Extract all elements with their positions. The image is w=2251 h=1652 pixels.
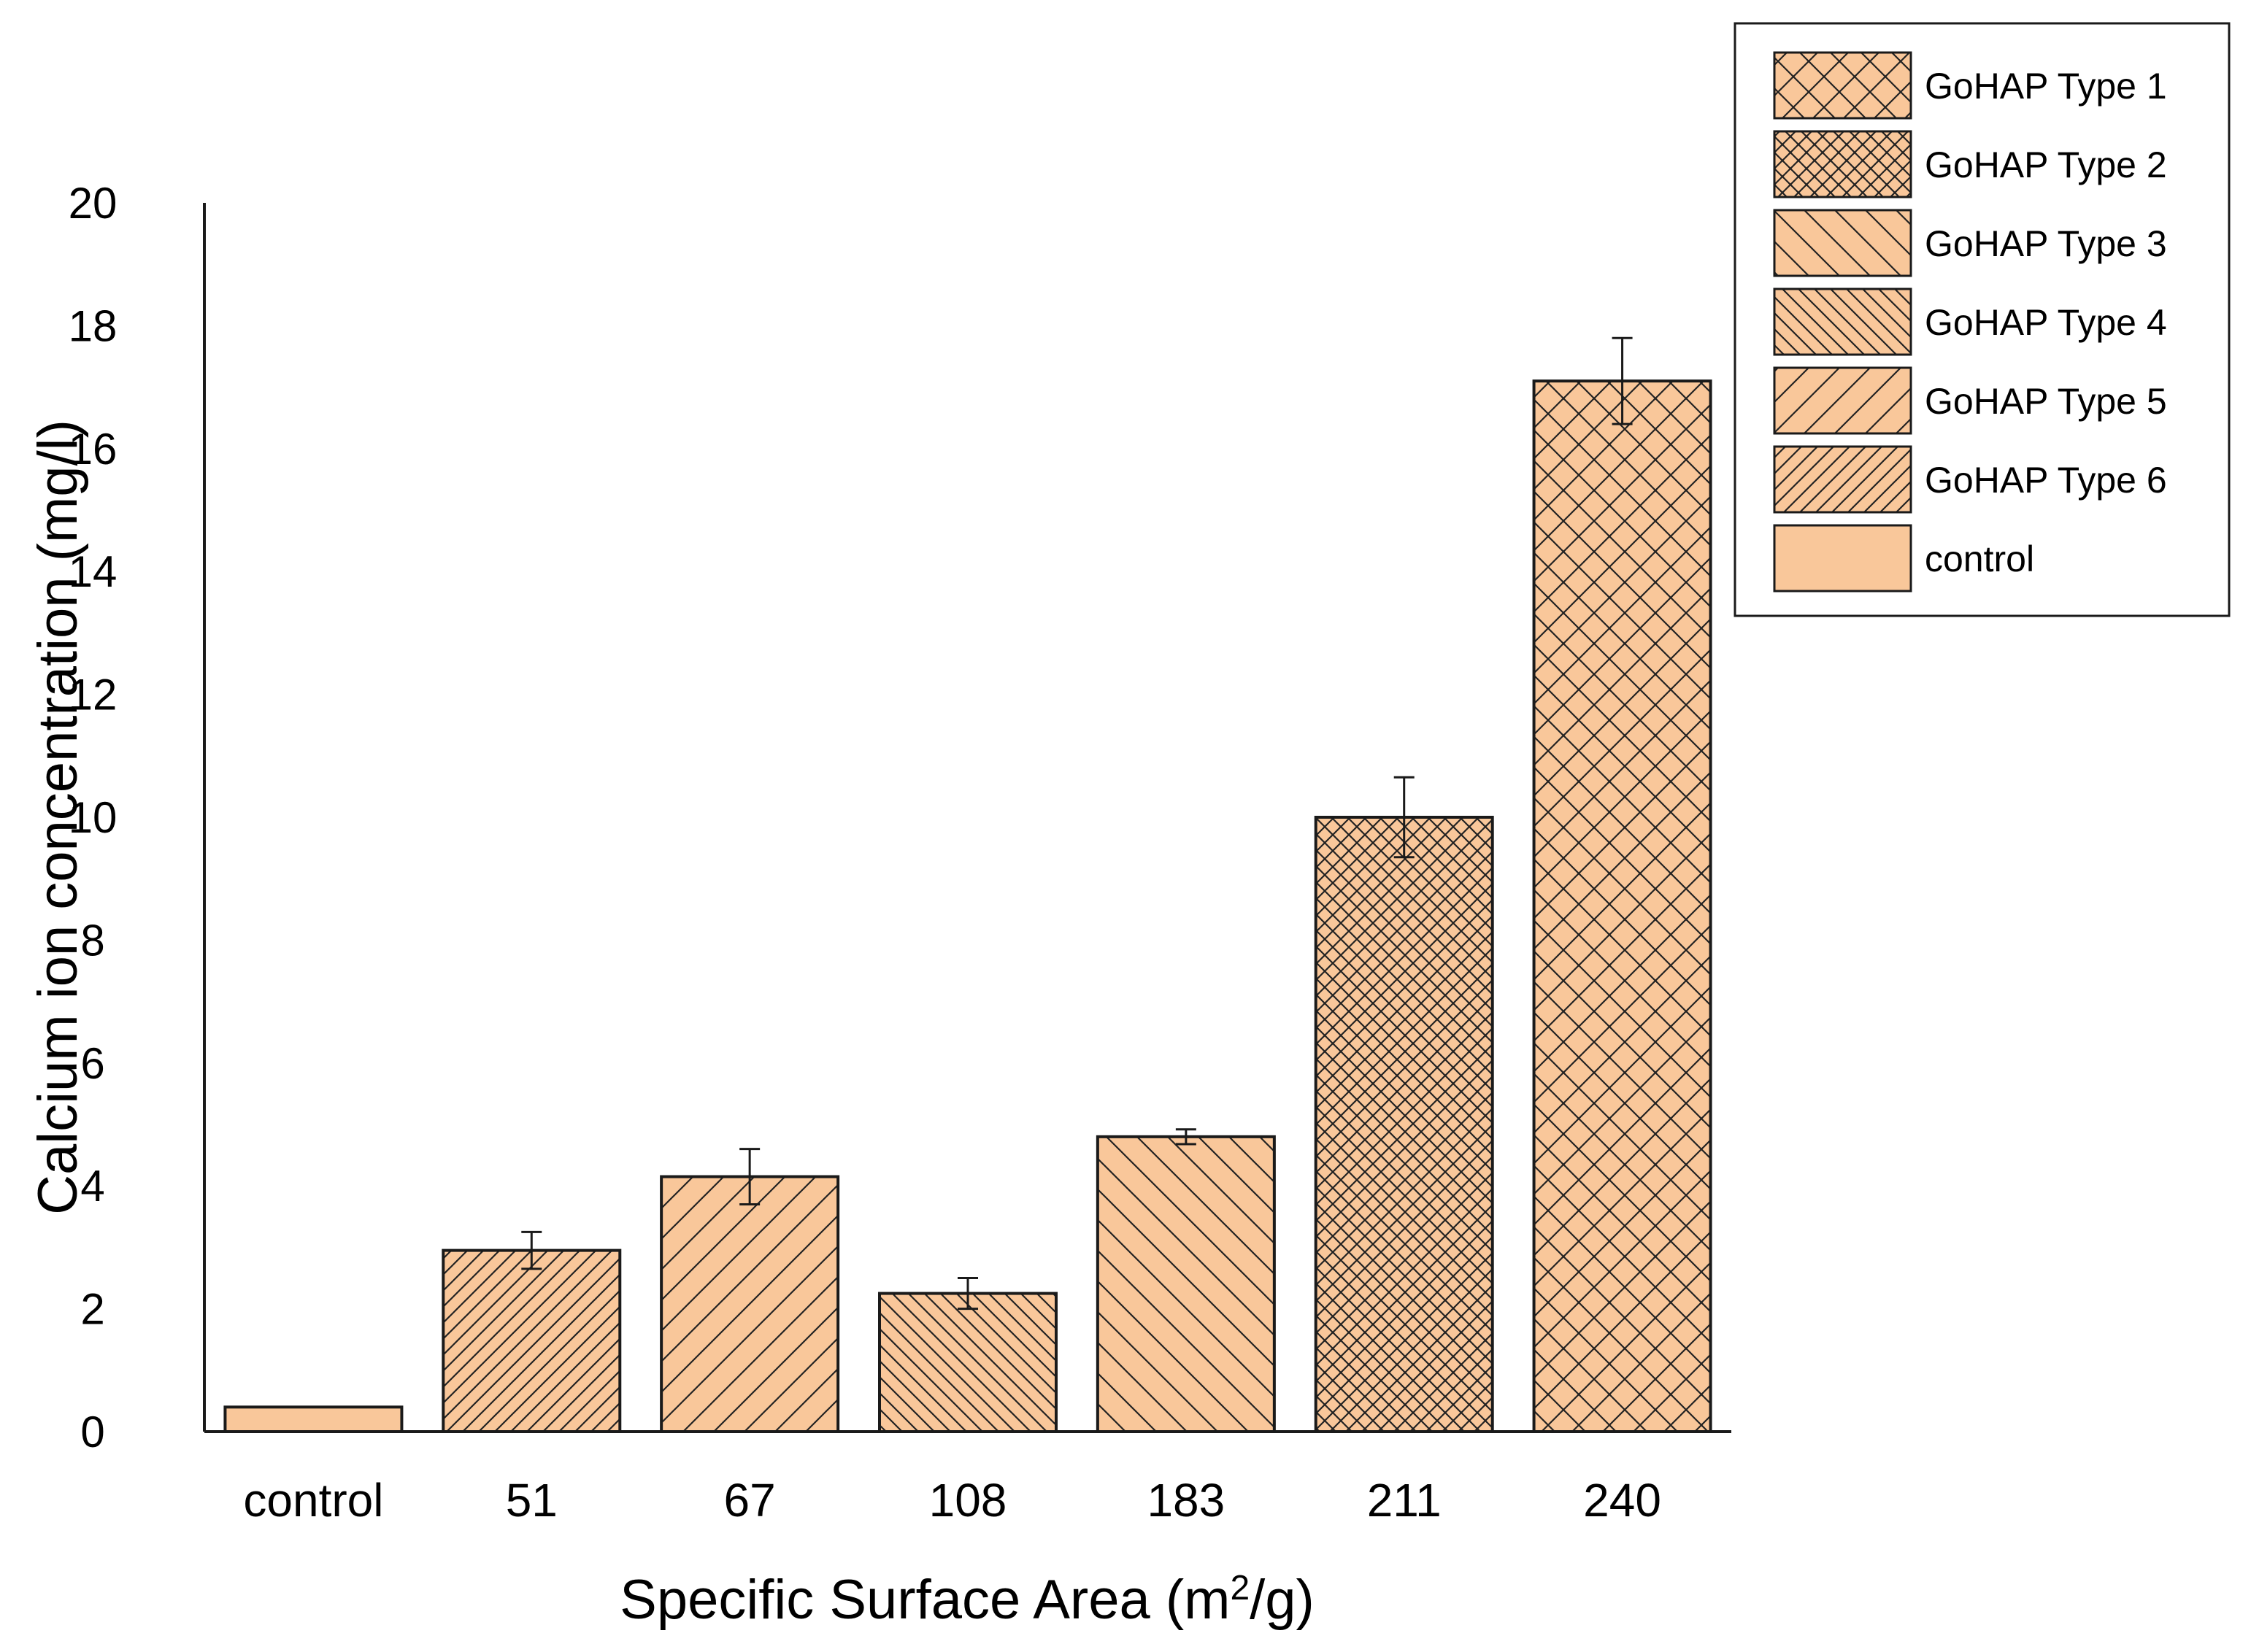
x-axis-title-tail: /g) bbox=[1250, 1569, 1315, 1631]
legend-label: GoHAP Type 4 bbox=[1925, 302, 2167, 343]
y-axis-title: Calcium ion concentration (mg/l) bbox=[27, 420, 89, 1215]
legend-label: GoHAP Type 2 bbox=[1925, 144, 2167, 185]
y-tick-label: 20 bbox=[69, 179, 118, 228]
x-tick-label: 51 bbox=[506, 1474, 558, 1526]
legend-swatch bbox=[1773, 51, 1912, 120]
y-tick-label: 4 bbox=[80, 1162, 104, 1211]
y-tick-label: 18 bbox=[69, 301, 118, 350]
y-axis-ticks: 0 2 4 6 8 10 12 14 16 18 20 bbox=[69, 179, 118, 1456]
bar-211 bbox=[1314, 816, 1494, 1433]
y-tick-label: 16 bbox=[69, 425, 118, 474]
x-tick-label: 240 bbox=[1583, 1474, 1661, 1526]
y-tick-label: 12 bbox=[69, 671, 118, 719]
legend-label: GoHAP Type 5 bbox=[1925, 381, 2167, 422]
x-tick-label: 211 bbox=[1367, 1474, 1442, 1526]
y-tick-label: 6 bbox=[80, 1039, 104, 1088]
legend-swatch bbox=[1773, 209, 1912, 277]
error-bar-183 bbox=[1175, 1128, 1196, 1146]
legend-swatch bbox=[1773, 130, 1912, 198]
bar-108 bbox=[878, 1292, 1058, 1434]
legend-swatch bbox=[1773, 445, 1912, 514]
legend-swatch bbox=[1773, 366, 1912, 435]
legend-item: GoHAP Type 1 bbox=[1773, 51, 2167, 120]
x-tick-label: 183 bbox=[1147, 1474, 1225, 1526]
bar-control bbox=[223, 1405, 404, 1433]
legend: GoHAP Type 1 GoHAP Type 2 GoHAP Type 3 GoHA… bbox=[1734, 22, 2231, 617]
y-tick-label: 2 bbox=[80, 1285, 104, 1334]
y-tick-label: 10 bbox=[69, 793, 118, 842]
error-bar-51 bbox=[521, 1230, 542, 1270]
legend-label: GoHAP Type 1 bbox=[1925, 66, 2167, 107]
x-tick-label: control bbox=[243, 1474, 383, 1526]
bar-67 bbox=[660, 1175, 840, 1433]
legend-item: GoHAP Type 2 bbox=[1773, 130, 2167, 198]
legend-item: GoHAP Type 6 bbox=[1773, 445, 2167, 514]
x-tick-label: 108 bbox=[929, 1474, 1007, 1526]
bar-51 bbox=[442, 1248, 622, 1433]
legend-item: GoHAP Type 5 bbox=[1773, 366, 2167, 435]
error-bars bbox=[521, 336, 1633, 1311]
y-tick-label: 14 bbox=[69, 547, 118, 596]
x-axis-tick-labels: control 51 67 108 183 211 240 bbox=[243, 1474, 1661, 1526]
bar-183 bbox=[1096, 1135, 1276, 1433]
x-axis-title: Specific Surface Area (m2/g) bbox=[620, 1569, 1315, 1632]
bar-240 bbox=[1532, 379, 1712, 1433]
legend-label: GoHAP Type 3 bbox=[1925, 223, 2167, 264]
y-tick-label: 8 bbox=[80, 916, 104, 965]
error-bar-240 bbox=[1612, 336, 1633, 425]
x-axis-title-superscript: 2 bbox=[1230, 1569, 1250, 1607]
legend-swatch bbox=[1773, 287, 1912, 356]
legend-item: control bbox=[1773, 524, 2034, 593]
x-tick-label: 67 bbox=[724, 1474, 776, 1526]
legend-item: GoHAP Type 4 bbox=[1773, 287, 2167, 356]
legend-label: control bbox=[1925, 539, 2034, 579]
y-tick-label: 0 bbox=[80, 1408, 104, 1456]
x-axis-title-main: Specific Surface Area (m bbox=[620, 1569, 1230, 1631]
error-bar-108 bbox=[958, 1277, 978, 1311]
legend-swatch bbox=[1773, 524, 1912, 593]
error-bar-67 bbox=[739, 1148, 761, 1205]
error-bar-211 bbox=[1393, 776, 1415, 859]
bars bbox=[223, 379, 1712, 1434]
legend-item: GoHAP Type 3 bbox=[1773, 209, 2167, 277]
legend-label: GoHAP Type 6 bbox=[1925, 460, 2167, 501]
